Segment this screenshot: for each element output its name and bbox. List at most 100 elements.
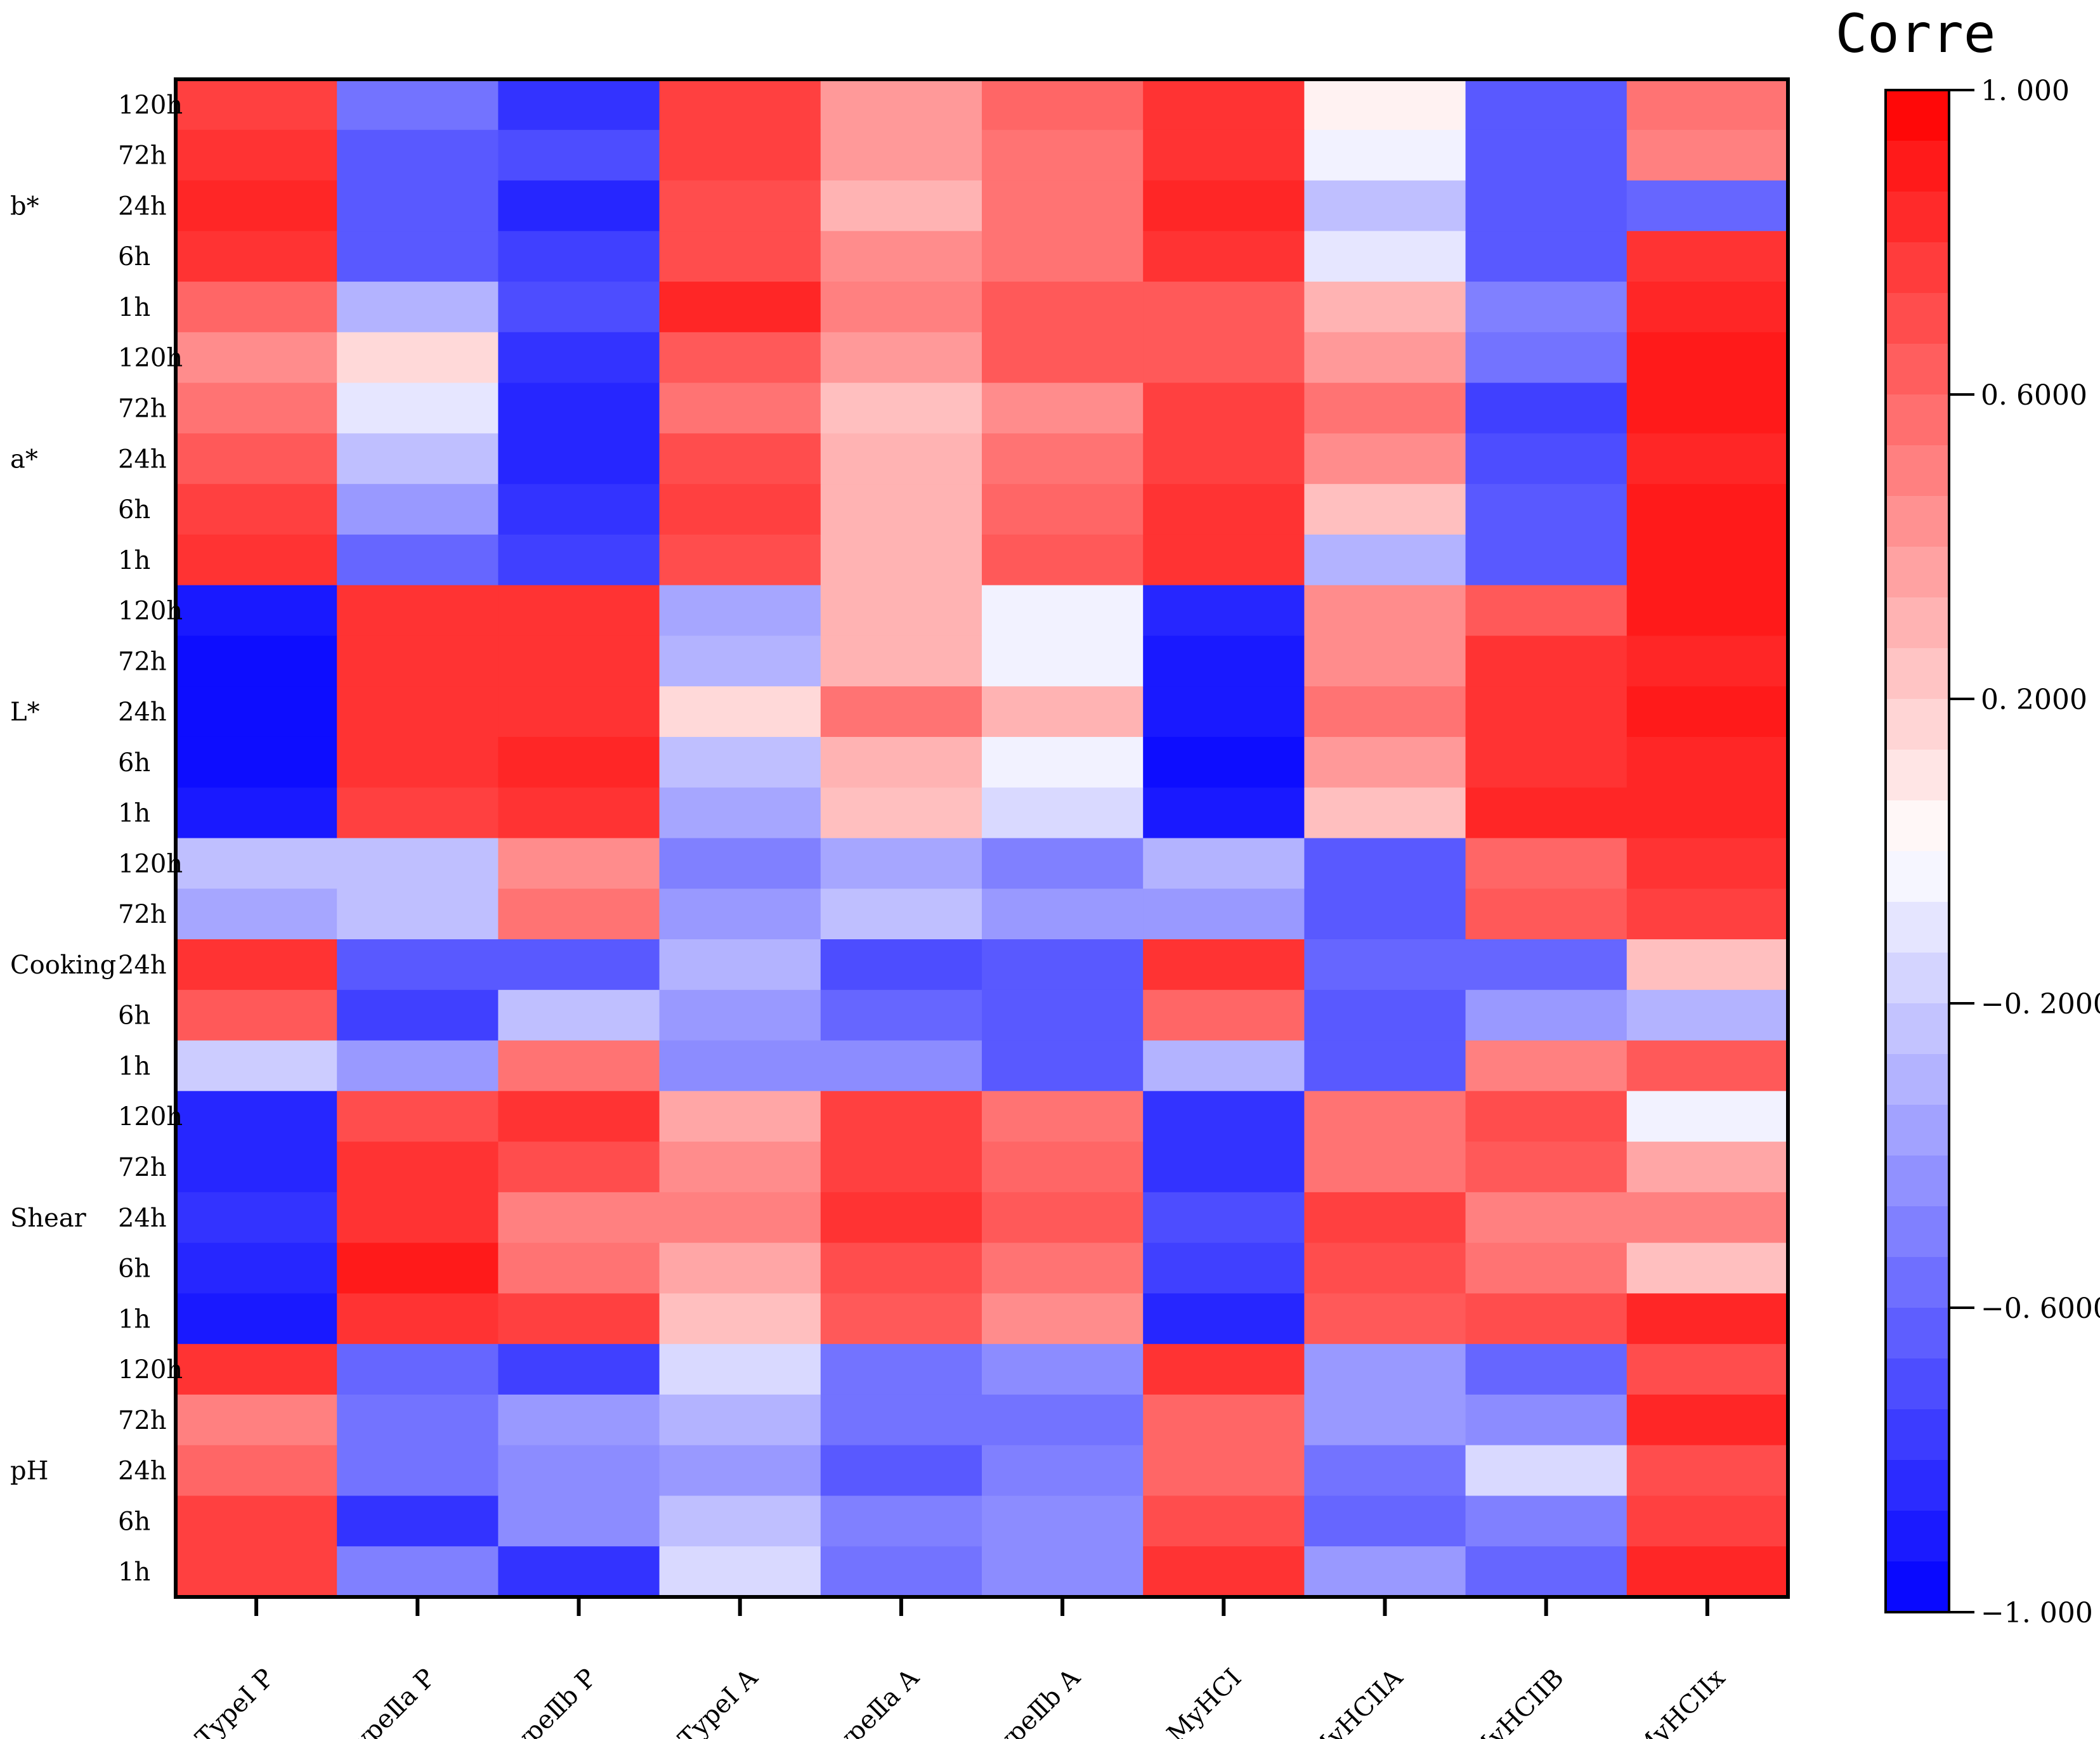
heatmap-cell [820,635,982,687]
heatmap-cell [1143,1242,1305,1294]
heatmap-cell [820,1142,982,1193]
heatmap-cell [176,736,337,788]
heatmap-cell [820,1445,982,1497]
colorbar-segment [1886,699,1949,750]
heatmap-cell [498,838,660,889]
heatmap-cell [176,787,337,839]
heatmap-cell [820,838,982,889]
heatmap-cell [1626,1293,1789,1345]
heatmap-cell [659,433,821,485]
row-group-label: b* [10,192,39,221]
heatmap-cell [659,736,821,788]
row-time-label: 24h [118,951,167,980]
heatmap-cells [176,79,1789,1598]
heatmap-cell [1465,635,1627,687]
heatmap-cell [498,484,660,535]
heatmap-cell [820,585,982,637]
colorbar-segment [1886,1206,1949,1258]
row-time-label: 1h [118,1558,150,1587]
heatmap-cell [982,1546,1144,1598]
heatmap-cell [1304,989,1466,1041]
colorbar-segment [1886,750,1949,801]
heatmap-cell [1304,736,1466,788]
heatmap-cell [1465,1394,1627,1446]
heatmap-cell [176,635,337,687]
colorbar-segment [1886,902,1949,953]
heatmap-cell [176,889,337,940]
heatmap-cell [1626,1546,1789,1598]
colorbar-segment [1886,1409,1949,1461]
heatmap-cell [1143,1546,1305,1598]
heatmap-cell [1304,1091,1466,1142]
row-group-label: Cooking [10,951,116,980]
heatmap-cell [1143,838,1305,889]
heatmap-cell [1626,382,1789,434]
x-tick-label: TypeⅡa P [336,1664,441,1739]
colorbar-tick-label: −0. 2000 [1981,988,2100,1020]
heatmap-cell [982,989,1144,1041]
colorbar-segment [1886,648,1949,700]
heatmap-cell [1465,736,1627,788]
heatmap-cell [176,79,337,131]
heatmap-cell [820,889,982,940]
heatmap-cell [820,1495,982,1547]
heatmap-cell [820,129,982,181]
heatmap-cell [337,989,499,1041]
heatmap-cell [820,787,982,839]
row-time-label: 72h [118,141,167,171]
heatmap-cell [498,635,660,687]
heatmap-cell [1304,686,1466,738]
heatmap-cell [1465,1495,1627,1547]
heatmap-cell [1626,1142,1789,1193]
heatmap-cell [498,1495,660,1547]
colorbar-title: Corre [1836,3,1996,65]
heatmap-cell [1465,585,1627,637]
heatmap-cell [982,484,1144,535]
heatmap-cell [176,1445,337,1497]
heatmap-cell [820,1192,982,1244]
row-time-label: 1h [118,546,150,575]
heatmap-cell [498,989,660,1041]
heatmap-cell [1626,282,1789,333]
row-time-label: 120h [118,1355,183,1384]
heatmap-cell [1304,635,1466,687]
colorbar-segment [1886,1105,1949,1156]
row-time-label: 6h [118,495,150,524]
heatmap-cell [982,838,1144,889]
colorbar-segment [1886,90,1949,141]
colorbar-segment [1886,344,1949,395]
heatmap-cell [1465,686,1627,738]
heatmap-cell [176,332,337,384]
heatmap-cell [1304,1142,1466,1193]
row-time-label: 1h [118,799,150,828]
heatmap-cell [337,889,499,940]
heatmap-cell [498,1242,660,1294]
row-time-label: 120h [118,344,183,373]
heatmap-cell [1304,79,1466,131]
heatmap-cell [498,332,660,384]
heatmap-cell [337,79,499,131]
heatmap-cell [659,585,821,637]
colorbar-segment [1886,1358,1949,1410]
heatmap-cell [1143,635,1305,687]
heatmap-cell [659,1142,821,1193]
heatmap-cell [337,231,499,282]
heatmap-cell [1143,736,1305,788]
heatmap-cell [820,282,982,333]
heatmap-cell [498,939,660,991]
row-time-label: 1h [118,1305,150,1334]
heatmap-cell [982,686,1144,738]
x-tick-label: TypeⅡa A [818,1663,925,1739]
heatmap-cell [337,787,499,839]
heatmap-cell [1465,1546,1627,1598]
heatmap-cell [176,180,337,231]
heatmap-cell [498,534,660,586]
colorbar-tick-label: 1. 000 [1981,75,2070,107]
heatmap-cell [1304,787,1466,839]
x-tick-label: MyHCIIx [1628,1663,1731,1739]
heatmap-cell [1465,282,1627,333]
heatmap-cell [337,534,499,586]
heatmap-cell [498,686,660,738]
heatmap-cell [176,939,337,991]
colorbar-segment [1886,141,1949,192]
